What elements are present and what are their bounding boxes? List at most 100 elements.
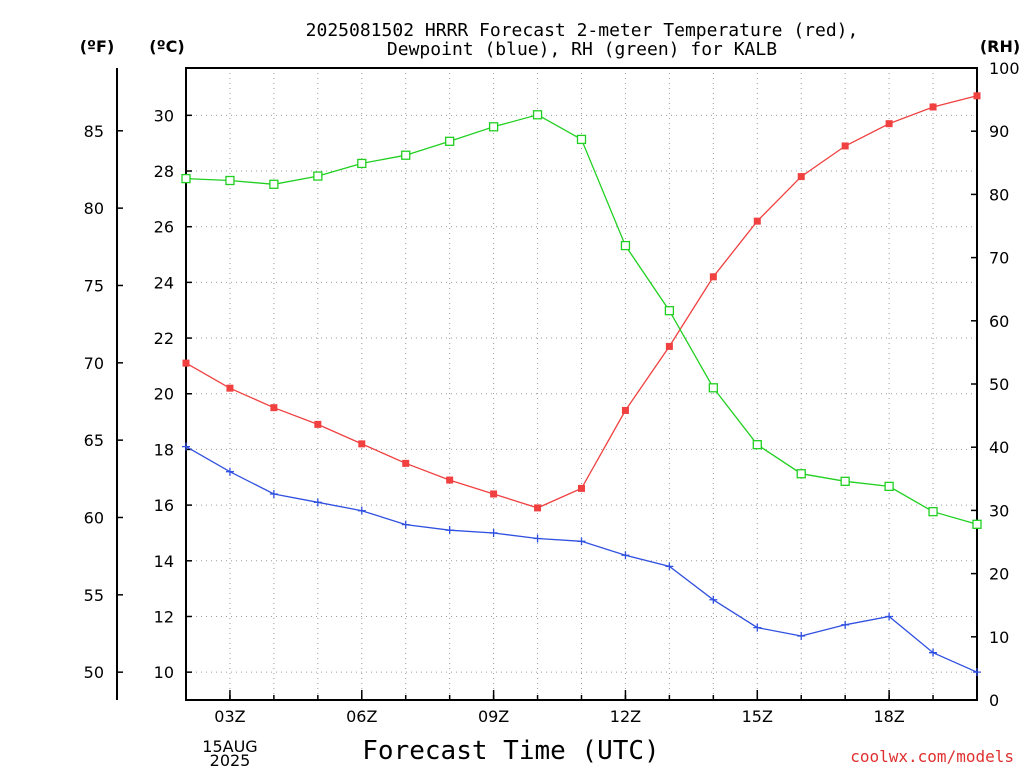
fahrenheit-tick-label: 65	[84, 431, 104, 450]
rh-point	[445, 136, 455, 146]
rh-point	[576, 134, 587, 145]
x-tick-label: 15Z	[742, 707, 773, 726]
dewpoint-point	[577, 537, 586, 546]
temperature-point	[797, 173, 805, 181]
temperature-point	[446, 476, 454, 484]
temperature-point	[402, 459, 410, 467]
celsius-tick-label: 20	[154, 385, 174, 404]
dewpoint-point	[753, 623, 762, 632]
temperature-point	[314, 420, 322, 428]
rh-point	[928, 507, 938, 517]
temperature-line	[185, 95, 978, 509]
temperature-point	[490, 490, 498, 498]
celsius-axis-unit: (ºC)	[149, 37, 184, 56]
celsius-tick-label: 24	[154, 273, 174, 292]
temperature-point	[973, 92, 981, 100]
dewpoint-point	[929, 648, 938, 657]
axes: 10 12 14 16 18 20 22 24 26 28 30 50 55 60 65 70 75 80 85 0 1…	[84, 59, 1020, 726]
dewpoint-point	[797, 631, 806, 640]
x-axis-label: Forecast Time (UTC)	[362, 736, 659, 766]
x-tick-label: 06Z	[346, 707, 377, 726]
rh-point	[708, 383, 718, 393]
rh-point	[401, 150, 411, 160]
temperature-point	[885, 120, 893, 128]
celsius-tick-label: 16	[154, 496, 174, 515]
rh-point	[225, 175, 235, 186]
rh-point	[664, 306, 675, 316]
date-label-line1: 15AUG	[202, 737, 257, 756]
dewpoint-point	[665, 562, 674, 571]
series-dewpoint	[182, 442, 981, 677]
rh-tick-label: 80	[989, 185, 1009, 204]
rh-point	[181, 173, 191, 184]
rh-point	[269, 179, 279, 189]
rh-point	[313, 171, 323, 181]
dewpoint-point	[401, 520, 410, 529]
rh-tick-label: 70	[989, 249, 1009, 268]
temperature-point	[534, 504, 542, 512]
series-temperature	[182, 92, 981, 512]
dewpoint-point	[885, 612, 894, 621]
temperature-point	[358, 440, 366, 448]
fahrenheit-tick-label: 55	[84, 586, 104, 605]
fahrenheit-axis-unit: (ºF)	[80, 37, 115, 56]
celsius-tick-label: 30	[154, 106, 174, 125]
grid-lines	[186, 68, 977, 700]
dewpoint-point	[269, 489, 278, 498]
fahrenheit-tick-label: 75	[84, 276, 104, 295]
celsius-tick-label: 26	[154, 218, 174, 237]
dewpoint-point	[621, 551, 630, 560]
chart-title-line2: Dewpoint (blue), RH (green) for KALB	[387, 39, 777, 60]
dewpoint-point	[973, 668, 981, 677]
rh-tick-label: 10	[989, 628, 1009, 647]
fahrenheit-tick-label: 80	[84, 199, 104, 218]
rh-tick-label: 20	[989, 565, 1009, 584]
rh-point	[752, 440, 762, 450]
rh-point	[532, 110, 543, 120]
celsius-tick-label: 10	[154, 663, 174, 682]
chart-title-line1: 2025081502 HRRR Forecast 2-meter Tempera…	[306, 20, 859, 41]
series-rh	[181, 110, 982, 529]
celsius-tick-label: 22	[154, 329, 174, 348]
temperature-point	[270, 404, 278, 412]
fahrenheit-tick-label: 70	[84, 354, 104, 373]
celsius-tick-label: 12	[154, 607, 174, 626]
rh-point	[357, 158, 367, 169]
temperature-point	[753, 217, 761, 225]
rh-tick-label: 30	[989, 501, 1009, 520]
dewpoint-point	[357, 506, 366, 515]
fahrenheit-tick-label: 50	[84, 663, 104, 682]
x-tick-label: 09Z	[478, 707, 509, 726]
rh-axis-unit: (RH)	[980, 37, 1020, 56]
temperature-point	[665, 342, 673, 350]
temperature-point	[182, 359, 190, 367]
temperature-point	[709, 273, 717, 281]
dewpoint-point	[313, 498, 322, 507]
x-tick-label: 18Z	[873, 707, 904, 726]
temperature-point	[578, 484, 585, 492]
rh-point	[620, 240, 631, 251]
rh-tick-label: 60	[989, 312, 1009, 331]
rh-tick-label: 100	[989, 59, 1020, 78]
temperature-point	[929, 103, 937, 111]
date-label-line2: 2025	[210, 751, 251, 768]
rh-point	[488, 122, 499, 132]
fahrenheit-tick-label: 60	[84, 508, 104, 527]
rh-point	[840, 476, 850, 486]
rh-point	[972, 519, 982, 529]
celsius-tick-label: 14	[154, 552, 174, 571]
rh-line	[185, 114, 978, 525]
temperature-point	[226, 384, 234, 392]
rh-point	[796, 469, 806, 479]
dewpoint-point	[533, 534, 542, 543]
celsius-tick-label: 28	[154, 162, 174, 181]
x-tick-label: 03Z	[214, 707, 245, 726]
dewpoint-point	[182, 442, 190, 451]
temperature-point	[621, 406, 629, 414]
temperature-point	[841, 142, 849, 150]
dewpoint-point	[445, 526, 454, 535]
celsius-tick-label: 18	[154, 440, 174, 459]
dewpoint-point	[489, 528, 498, 537]
rh-tick-label: 90	[989, 122, 1009, 141]
